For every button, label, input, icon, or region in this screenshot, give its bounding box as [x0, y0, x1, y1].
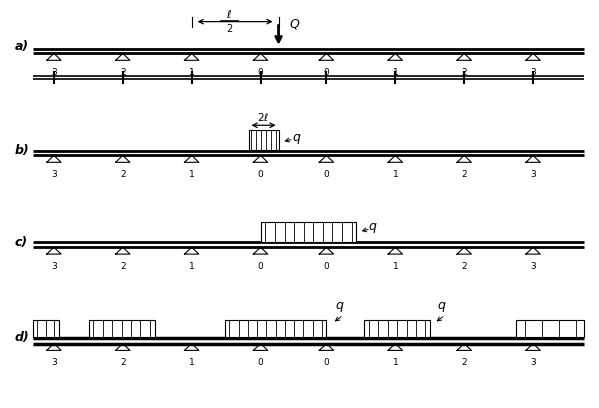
Text: 2: 2	[461, 262, 467, 271]
Text: 3: 3	[51, 262, 57, 271]
Text: 2: 2	[226, 24, 232, 34]
Text: 3: 3	[530, 170, 536, 179]
Bar	[261, 222, 356, 242]
Text: 0: 0	[323, 170, 329, 179]
Text: 2: 2	[120, 358, 126, 367]
Text: 3: 3	[51, 68, 57, 77]
Text: 3: 3	[530, 358, 536, 367]
Text: 3: 3	[530, 68, 536, 77]
Text: $q$: $q$	[335, 300, 345, 314]
Bar	[225, 320, 326, 337]
Text: 2: 2	[461, 358, 467, 367]
Bar	[364, 320, 430, 337]
Text: 1: 1	[189, 170, 195, 179]
Text: $q$: $q$	[437, 300, 447, 314]
Text: 0: 0	[258, 68, 264, 77]
Text: c): c)	[15, 236, 28, 249]
Text: 1: 1	[392, 68, 398, 77]
Text: 3: 3	[51, 170, 57, 179]
Text: 1: 1	[392, 262, 398, 271]
Text: 1: 1	[189, 68, 195, 77]
Text: 1: 1	[392, 358, 398, 367]
Text: 1: 1	[189, 358, 195, 367]
Bar	[33, 320, 59, 337]
Text: b): b)	[15, 144, 30, 157]
Text: 2: 2	[120, 68, 126, 77]
Text: 0: 0	[323, 68, 329, 77]
Text: a): a)	[15, 40, 29, 53]
Text: 2: 2	[461, 68, 467, 77]
Text: 0: 0	[323, 262, 329, 271]
Text: 0: 0	[258, 358, 264, 367]
Text: 3: 3	[51, 358, 57, 367]
Text: $q$: $q$	[292, 132, 301, 146]
Text: $2\ell$: $2\ell$	[258, 111, 270, 123]
Text: 0: 0	[258, 170, 264, 179]
Text: 3: 3	[530, 262, 536, 271]
Text: $Q$: $Q$	[289, 18, 301, 31]
Bar	[89, 320, 155, 337]
Text: 1: 1	[189, 262, 195, 271]
Text: 2: 2	[120, 262, 126, 271]
Text: 2: 2	[461, 170, 467, 179]
Bar	[516, 320, 584, 337]
Bar	[249, 130, 279, 150]
Text: d): d)	[15, 331, 30, 344]
Text: 2: 2	[120, 170, 126, 179]
Text: $\ell$: $\ell$	[226, 8, 232, 20]
Text: 0: 0	[258, 262, 264, 271]
Text: 1: 1	[392, 170, 398, 179]
Text: $q$: $q$	[368, 221, 378, 235]
Text: 0: 0	[323, 358, 329, 367]
